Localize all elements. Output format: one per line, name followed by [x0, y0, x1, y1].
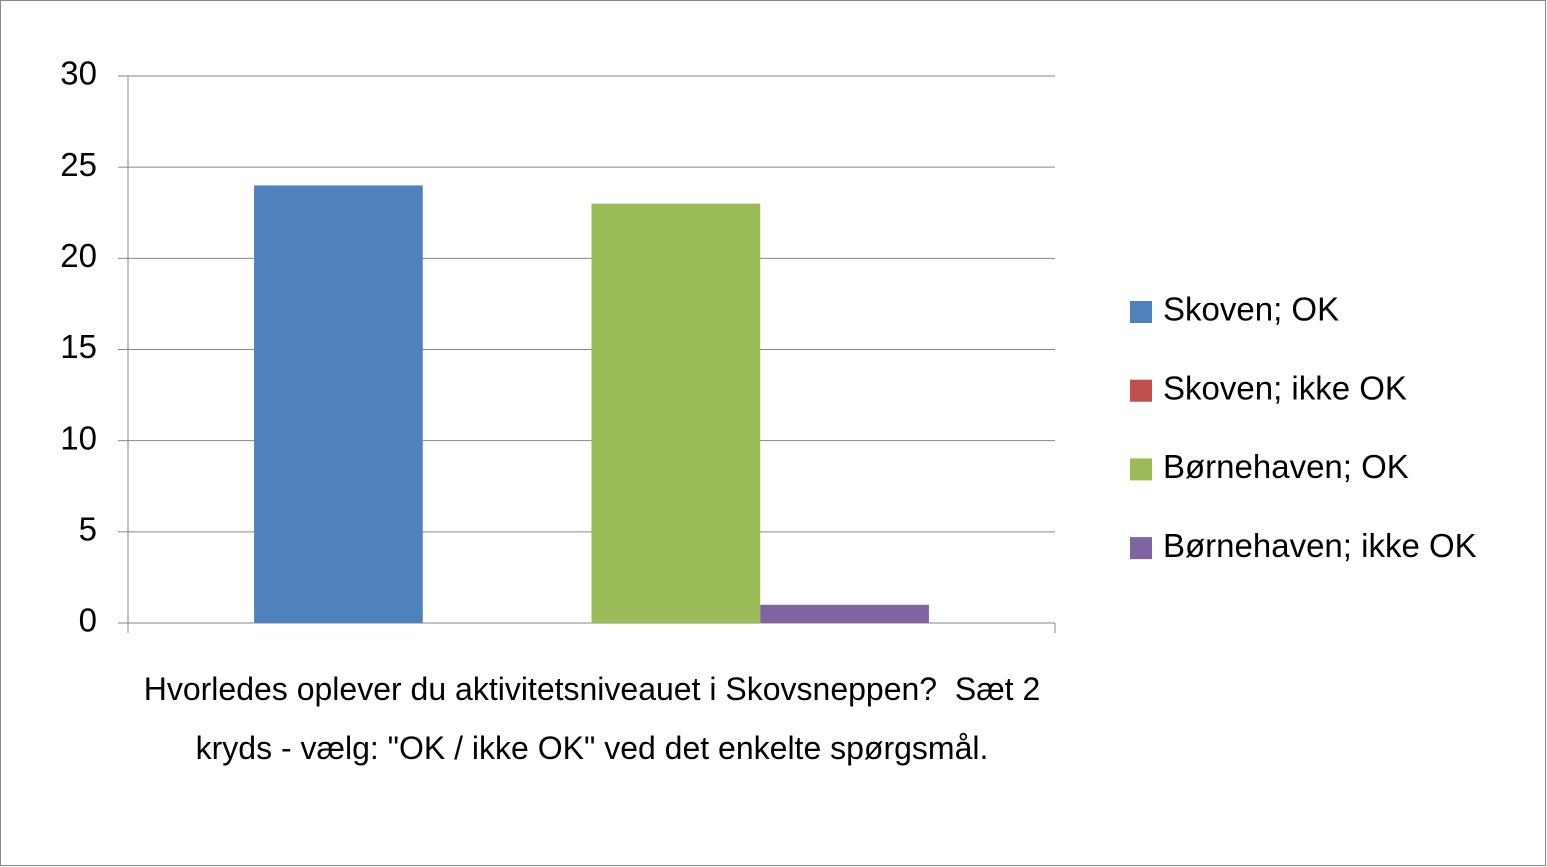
legend-swatch	[1130, 301, 1152, 323]
y-tick-label: 15	[60, 328, 97, 365]
y-tick-label: 20	[60, 237, 97, 274]
legend-label: Børnehaven; OK	[1163, 448, 1409, 485]
y-tick-label: 30	[60, 55, 97, 92]
bar	[254, 185, 423, 623]
legend-swatch	[1130, 537, 1152, 560]
y-tick-label: 5	[79, 511, 97, 548]
legend-label: Børnehaven; ikke OK	[1163, 527, 1477, 564]
bar	[760, 604, 929, 623]
legend-label: Skoven; ikke OK	[1163, 369, 1407, 406]
bar	[591, 203, 761, 623]
y-tick-label: 0	[79, 602, 97, 639]
y-tick-label: 25	[60, 146, 97, 183]
legend-swatch	[1130, 458, 1152, 481]
legend-label: Skoven; OK	[1163, 291, 1339, 328]
y-tick-label: 10	[60, 419, 97, 456]
legend-swatch	[1130, 379, 1152, 402]
x-tick-label: Hvorledes oplever du aktivitetsniveauet …	[143, 671, 1050, 766]
